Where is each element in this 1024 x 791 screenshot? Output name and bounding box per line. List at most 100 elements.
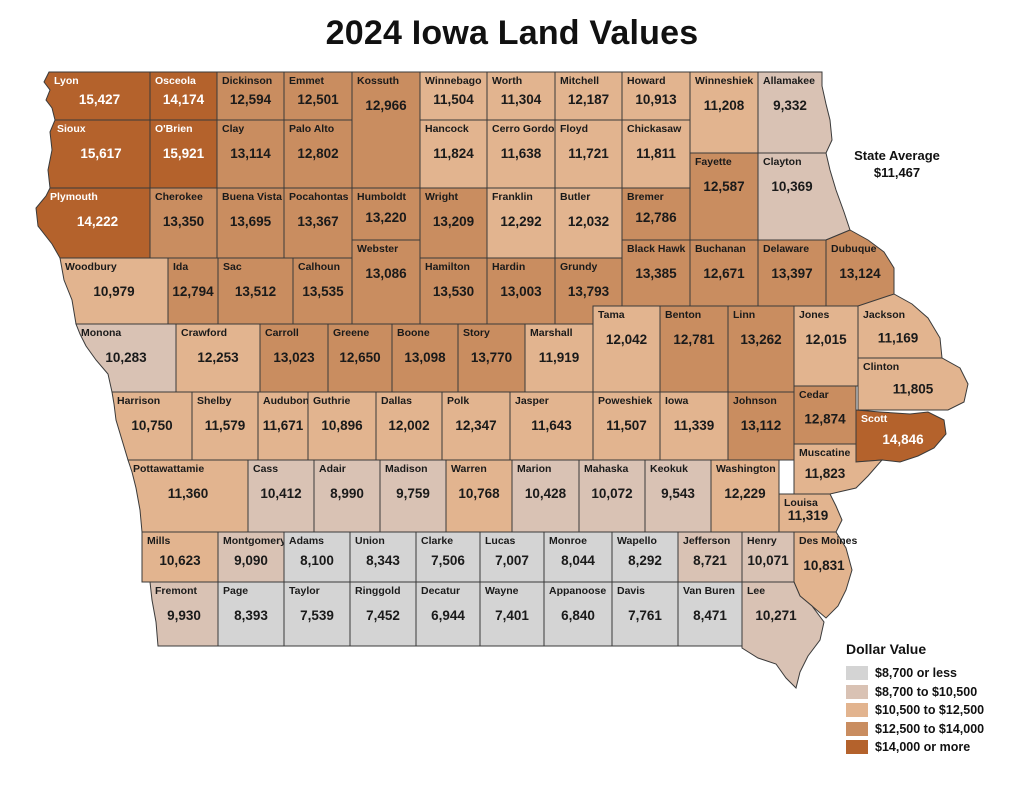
county-shape xyxy=(457,323,526,393)
county-lucas: Lucas 7,007 xyxy=(479,531,545,583)
county-value: 8,292 xyxy=(628,553,662,568)
county-value: 12,347 xyxy=(455,418,496,433)
county-fayette: Fayette 12,587 xyxy=(689,152,759,241)
county-value: 6,840 xyxy=(561,608,595,623)
county-sioux: Sioux 15,617 xyxy=(47,119,151,189)
county-name: Calhoun xyxy=(298,261,340,273)
county-value: 11,721 xyxy=(568,146,609,161)
county-name: Scott xyxy=(861,413,888,425)
county-shape xyxy=(659,305,729,393)
county-name: Sac xyxy=(223,261,242,273)
county-name: Buena Vista xyxy=(222,191,282,203)
county-value: 7,761 xyxy=(628,608,662,623)
county-value: 8,100 xyxy=(300,553,334,568)
county-black-hawk: Black Hawk 13,385 xyxy=(621,239,691,307)
county-value: 12,002 xyxy=(388,418,429,433)
county-montgomery: Montgomery 9,090 xyxy=(217,531,286,583)
county-hardin: Hardin 13,003 xyxy=(486,257,556,325)
county-fremont: Fremont 9,930 xyxy=(149,581,219,647)
county-pocahontas: Pocahontas 13,367 xyxy=(283,187,353,259)
county-value: 8,721 xyxy=(693,553,727,568)
county-shape xyxy=(486,71,556,121)
county-name: Linn xyxy=(733,309,755,321)
county-value: 13,695 xyxy=(230,214,272,229)
county-shape xyxy=(283,71,353,121)
county-shape xyxy=(327,323,393,393)
county-guthrie: Guthrie 10,896 xyxy=(307,391,377,461)
county-jones: Jones 12,015 xyxy=(793,305,859,387)
legend-label: $12,500 to $14,000 xyxy=(875,721,985,736)
county-pottawattamie: Pottawattamie 11,360 xyxy=(127,459,249,533)
legend-item: $12,500 to $14,000 xyxy=(846,720,984,739)
county-decatur: Decatur 6,944 xyxy=(415,581,481,647)
county-name: Van Buren xyxy=(683,585,735,597)
county-iowa: Iowa 11,339 xyxy=(659,391,729,461)
county-name: Ringgold xyxy=(355,585,401,597)
county-value: 11,339 xyxy=(674,418,715,433)
county-name: Mitchell xyxy=(560,75,599,87)
county-name: Union xyxy=(355,535,385,547)
county-name: Taylor xyxy=(289,585,320,597)
county-value: 11,671 xyxy=(263,418,304,433)
county-des-moines: Des Moines 10,831 xyxy=(793,531,858,619)
county-value: 12,594 xyxy=(230,92,272,107)
county-value: 12,786 xyxy=(635,210,677,225)
county-value: 8,990 xyxy=(330,486,364,501)
county-monona: Monona 10,283 xyxy=(75,323,177,393)
county-value: 9,090 xyxy=(234,553,268,568)
county-name: Osceola xyxy=(155,75,196,87)
county-shape xyxy=(419,71,488,121)
county-shape xyxy=(415,531,481,583)
county-shape xyxy=(543,531,613,583)
county-value: 11,507 xyxy=(606,418,647,433)
legend-swatch xyxy=(846,721,868,736)
county-name: Guthrie xyxy=(313,395,350,407)
county-name: Webster xyxy=(357,243,398,255)
county-value: 14,846 xyxy=(882,432,924,447)
county-value: 12,042 xyxy=(606,332,647,347)
county-henry: Henry 10,071 xyxy=(741,531,795,583)
county-humboldt: Humboldt 13,220 xyxy=(351,187,421,241)
legend-item: $8,700 or less xyxy=(846,664,984,683)
county-value: 10,428 xyxy=(525,486,567,501)
county-clinton: Clinton 11,805 xyxy=(857,357,969,411)
county-name: Cherokee xyxy=(155,191,203,203)
county-appanoose: Appanoose 6,840 xyxy=(543,581,613,647)
county-van-buren: Van Buren 8,471 xyxy=(677,581,743,647)
county-greene: Greene 12,650 xyxy=(327,323,393,393)
county-buchanan: Buchanan 12,671 xyxy=(689,239,759,307)
county-value: 11,208 xyxy=(704,98,745,113)
county-value: 6,944 xyxy=(431,608,465,623)
county-name: Cedar xyxy=(799,389,829,401)
county-shape xyxy=(543,581,613,647)
county-value: 12,671 xyxy=(703,266,745,281)
county-name: Page xyxy=(223,585,248,597)
county-name: Monona xyxy=(81,327,121,339)
county-shape xyxy=(419,257,488,325)
county-hamilton: Hamilton 13,530 xyxy=(419,257,488,325)
county-value: 9,332 xyxy=(773,98,807,113)
county-jefferson: Jefferson 8,721 xyxy=(677,531,743,583)
county-name: Clinton xyxy=(863,361,899,373)
county-name: Mahaska xyxy=(584,463,629,475)
county-value: 7,506 xyxy=(431,553,465,568)
county-value: 12,650 xyxy=(339,350,380,365)
legend-swatch xyxy=(846,684,868,699)
county-name: Keokuk xyxy=(650,463,688,475)
county-name: Davis xyxy=(617,585,645,597)
county-name: Polk xyxy=(447,395,469,407)
county-name: Winnebago xyxy=(425,75,481,87)
county-name: Benton xyxy=(665,309,701,321)
county-name: Hardin xyxy=(492,261,525,273)
county-shape xyxy=(391,323,459,393)
county-adams: Adams 8,100 xyxy=(283,531,351,583)
county-shape xyxy=(379,459,447,533)
county-name: Mills xyxy=(147,535,170,547)
county-name: Emmet xyxy=(289,75,325,87)
county-shape xyxy=(479,531,545,583)
county-name: Appanoose xyxy=(549,585,606,597)
county-name: Wayne xyxy=(485,585,519,597)
county-shape xyxy=(217,581,285,647)
county-crawford: Crawford 12,253 xyxy=(175,323,261,393)
county-delaware: Delaware 13,397 xyxy=(757,239,827,307)
